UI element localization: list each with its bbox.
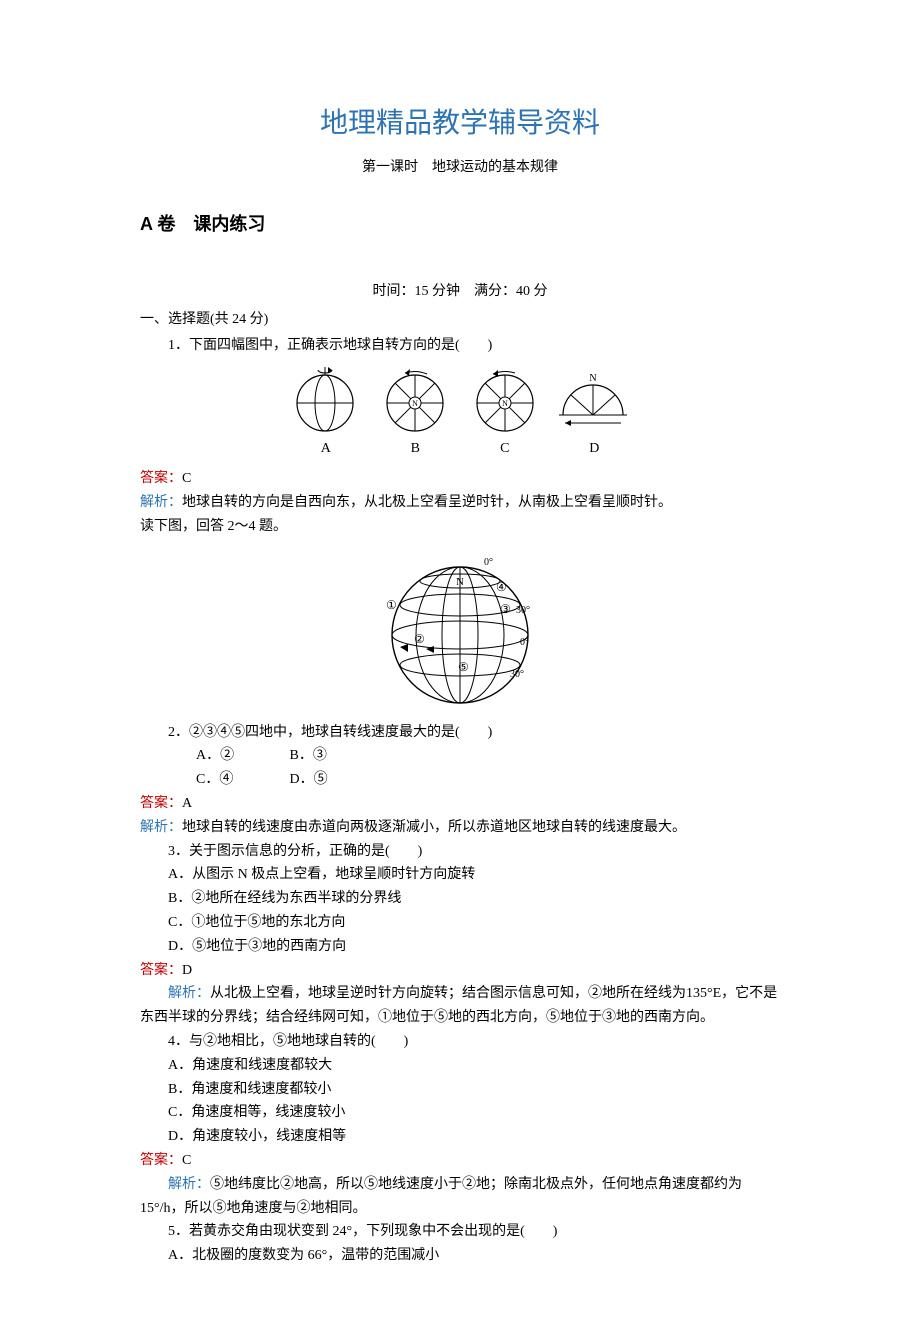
q3-analysis: 解析：从北极上空看，地球呈逆时针方向旋转；结合图示信息可知，②地所在经线为135…	[140, 982, 780, 1030]
q1-answer: 答案：C	[140, 467, 780, 491]
q1-fig-labels: A B C D	[140, 437, 780, 461]
q1-figures: N N	[140, 363, 780, 461]
time-score: 时间：15 分钟 满分：40 分	[140, 280, 780, 304]
q4-opt-c: C．角速度相等，线速度较小	[140, 1101, 780, 1125]
q2-answer-value: A	[182, 796, 192, 811]
q1-analysis-text: 地球自转的方向是自西向东，从北极上空看呈逆时针，从南极上空看呈顺时针。	[182, 495, 672, 510]
q3-answer-value: D	[182, 963, 192, 978]
fig-label-c: C	[462, 437, 548, 461]
fig-label-a: A	[283, 437, 369, 461]
q4-opt-b: B．角速度和线速度都较小	[140, 1078, 780, 1102]
analysis-label: 解析：	[168, 986, 210, 1001]
rotation-diagrams: N N	[280, 363, 640, 435]
q3-answer: 答案：D	[140, 959, 780, 983]
fig-c: N	[477, 370, 533, 431]
pt-5: ⑤	[458, 660, 469, 674]
answer-label: 答案：	[140, 796, 182, 811]
pt-3: ③	[500, 602, 511, 616]
q4-opt-a: A．角速度和线速度都较大	[140, 1054, 780, 1078]
lbl-0-top: 0°	[484, 557, 493, 568]
q4-answer: 答案：C	[140, 1149, 780, 1173]
q4-analysis-text: ⑤地纬度比②地高，所以⑤地线速度小于②地；除南北极点外，任何地点角速度都约为 1…	[140, 1177, 742, 1216]
q3-opt-b: B．②地所在经线为东西半球的分界线	[140, 887, 780, 911]
q2-options-2: C．④ D．⑤	[140, 768, 780, 792]
analysis-label: 解析：	[140, 820, 182, 835]
q3-analysis-text: 从北极上空看，地球呈逆时针方向旋转；结合图示信息可知，②地所在经线为135°E，…	[140, 986, 777, 1025]
q4-stem: 4．与②地相比，⑤地地球自转的( )	[140, 1030, 780, 1054]
q2-analysis-text: 地球自转的线速度由赤道向两极逐渐减小，所以赤道地区地球自转的线速度最大。	[182, 820, 686, 835]
q3-stem: 3．关于图示信息的分析，正确的是( )	[140, 840, 780, 864]
subtitle: 第一课时 地球运动的基本规律	[140, 156, 780, 180]
pt-4: ④	[496, 580, 507, 594]
svg-text:N: N	[502, 399, 508, 408]
q2-opt-a: A．②	[168, 744, 258, 768]
fig-label-d: D	[551, 437, 637, 461]
q2-opt-c: C．④	[168, 768, 258, 792]
q3-opt-a: A．从图示 N 极点上空看，地球呈顺时针方向旋转	[140, 863, 780, 887]
q4-opt-d: D．角速度较小，线速度相等	[140, 1125, 780, 1149]
q1-analysis: 解析：地球自转的方向是自西向东，从北极上空看呈逆时针，从南极上空看呈顺时针。	[140, 491, 780, 515]
pt-2: ②	[414, 632, 425, 646]
fig-label-b: B	[372, 437, 458, 461]
globe-lat-lon: N 0° 30° 0° 30° ① ② ③ ④ ⑤	[365, 545, 555, 715]
q24-figure: N 0° 30° 0° 30° ① ② ③ ④ ⑤	[140, 545, 780, 715]
answer-label: 答案：	[140, 1153, 182, 1168]
document-page: 地理精品教学辅导资料 第一课时 地球运动的基本规律 A 卷 课内练习 时间：15…	[0, 0, 920, 1328]
label-N: N	[456, 576, 464, 588]
q3-opt-d: D．⑤地位于③地的西南方向	[140, 935, 780, 959]
answer-label: 答案：	[140, 471, 182, 486]
svg-text:N: N	[412, 399, 418, 408]
q2-options-1: A．② B．③	[140, 744, 780, 768]
q2-opt-b: B．③	[262, 744, 327, 768]
q2-opt-d: D．⑤	[262, 768, 328, 792]
main-title: 地理精品教学辅导资料	[140, 100, 780, 148]
lbl-30s: 30°	[510, 669, 524, 680]
pt-1: ①	[386, 598, 397, 612]
fig-b: N	[387, 369, 443, 431]
q4-answer-value: C	[182, 1153, 191, 1168]
paper-label: A 卷 课内练习	[140, 209, 780, 240]
section-1-heading: 一、选择题(共 24 分)	[140, 308, 780, 332]
q2-analysis: 解析：地球自转的线速度由赤道向两极逐渐减小，所以赤道地区地球自转的线速度最大。	[140, 816, 780, 840]
q1-answer-value: C	[182, 471, 191, 486]
q4-analysis: 解析：⑤地纬度比②地高，所以⑤地线速度小于②地；除南北极点外，任何地点角速度都约…	[140, 1173, 780, 1221]
fig-a	[297, 367, 353, 431]
answer-label: 答案：	[140, 963, 182, 978]
lbl-0-eq: 0°	[520, 637, 529, 648]
analysis-label: 解析：	[168, 1177, 210, 1192]
analysis-label: 解析：	[140, 495, 182, 510]
lbl-30n: 30°	[516, 605, 530, 616]
fig-d: N	[559, 373, 627, 426]
svg-text:N: N	[589, 373, 596, 384]
q3-opt-c: C．①地位于⑤地的东北方向	[140, 911, 780, 935]
q5-stem: 5．若黄赤交角由现状变到 24°，下列现象中不会出现的是( )	[140, 1220, 780, 1244]
q1-stem: 1．下面四幅图中，正确表示地球自转方向的是( )	[140, 334, 780, 358]
q2-answer: 答案：A	[140, 792, 780, 816]
intro-2-4: 读下图，回答 2～4 题。	[140, 515, 780, 539]
q5-opt-a: A．北极圈的度数变为 66°，温带的范围减小	[140, 1244, 780, 1268]
q2-stem: 2．②③④⑤四地中，地球自转线速度最大的是( )	[140, 721, 780, 745]
